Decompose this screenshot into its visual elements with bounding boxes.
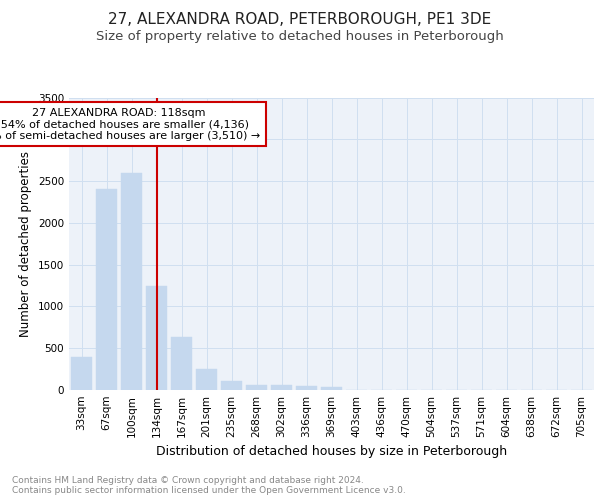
Bar <box>296 386 317 390</box>
Bar <box>196 369 217 390</box>
Text: 27 ALEXANDRA ROAD: 118sqm
← 54% of detached houses are smaller (4,136)
46% of se: 27 ALEXANDRA ROAD: 118sqm ← 54% of detac… <box>0 108 260 140</box>
Text: 27, ALEXANDRA ROAD, PETERBOROUGH, PE1 3DE: 27, ALEXANDRA ROAD, PETERBOROUGH, PE1 3D… <box>109 12 491 28</box>
Bar <box>246 385 267 390</box>
Bar <box>146 286 167 390</box>
Bar <box>121 172 142 390</box>
Text: Size of property relative to detached houses in Peterborough: Size of property relative to detached ho… <box>96 30 504 43</box>
Y-axis label: Number of detached properties: Number of detached properties <box>19 151 32 337</box>
Text: Contains HM Land Registry data © Crown copyright and database right 2024.
Contai: Contains HM Land Registry data © Crown c… <box>12 476 406 495</box>
Bar <box>171 336 192 390</box>
Bar <box>71 358 92 390</box>
Bar <box>321 387 342 390</box>
Bar <box>271 386 292 390</box>
Bar <box>96 190 117 390</box>
X-axis label: Distribution of detached houses by size in Peterborough: Distribution of detached houses by size … <box>156 446 507 458</box>
Bar <box>221 381 242 390</box>
